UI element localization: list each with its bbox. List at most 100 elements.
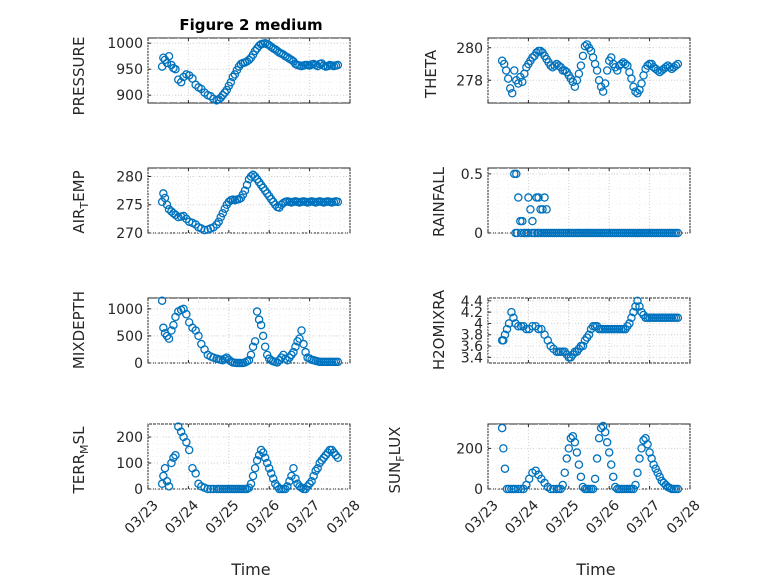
data-point (604, 448, 614, 457)
data-point (281, 484, 290, 494)
data-point (248, 471, 258, 481)
x-axis-label-right: Time (575, 560, 615, 579)
data-point (499, 336, 508, 345)
y-tick-label: 280 (456, 41, 483, 57)
data-point (167, 458, 176, 468)
y-tick-label: 0 (134, 482, 143, 498)
data-point (643, 440, 652, 449)
panel-pressure: 900 950 1000 PRESSURE (70, 36, 351, 115)
data-point (643, 61, 652, 70)
x-tick-label: 03/26 (243, 497, 283, 537)
data-point (327, 445, 337, 455)
data-point (289, 463, 298, 473)
data-point (159, 189, 168, 198)
x-tick-label: 03/23 (462, 497, 502, 537)
data-point (250, 46, 260, 56)
data-point (617, 59, 626, 69)
data-point (256, 445, 266, 455)
data-point (260, 453, 270, 463)
data-point (333, 197, 343, 207)
data-point (250, 463, 260, 473)
data-point (252, 456, 262, 465)
data-point (627, 74, 636, 83)
data-point (673, 484, 683, 494)
data-point (307, 476, 316, 486)
data-point (238, 190, 248, 199)
data-point (220, 88, 230, 97)
data-point (184, 445, 194, 455)
data-point (301, 484, 310, 494)
panel-theta: 278 280 THETA (422, 37, 691, 104)
data-point (625, 319, 634, 328)
data-point (321, 450, 331, 460)
data-point (526, 205, 535, 214)
data-point (216, 212, 225, 222)
data-point (512, 169, 521, 179)
data-point (313, 463, 322, 473)
y-tick-label: 200 (116, 430, 143, 446)
data-point (176, 427, 186, 437)
data-point (244, 55, 254, 65)
y-tick-label: 0 (134, 356, 143, 372)
y-tick-label: 950 (116, 62, 143, 78)
y-tick-label: 3.8 (461, 328, 483, 344)
data-point (673, 228, 683, 238)
data-point (505, 84, 515, 93)
panel-rainfall: 0 0.5 RAINFALL (430, 166, 691, 242)
x-tick-label: 03/27 (284, 497, 324, 537)
data-point (661, 63, 671, 72)
data-point (649, 460, 658, 469)
data-point (283, 482, 292, 491)
data-point (613, 66, 622, 75)
data-point (333, 60, 343, 70)
data-point (252, 307, 262, 316)
y-tick-label: 278 (456, 73, 483, 89)
data-point (297, 326, 306, 335)
data-point (507, 307, 516, 317)
y-tick-label: 0 (474, 226, 483, 242)
data-point (514, 322, 523, 331)
data-point (606, 460, 616, 469)
data-point (329, 448, 339, 457)
data-point (299, 339, 308, 349)
y-axis-label: THETA (422, 49, 440, 99)
data-point (218, 90, 227, 100)
y-tick-label: 3.4 (461, 350, 483, 366)
data-point (206, 91, 215, 101)
data-point (556, 484, 565, 494)
data-point (550, 61, 559, 70)
data-point (303, 482, 312, 491)
data-point (291, 342, 300, 351)
data-point (220, 204, 230, 213)
data-point (176, 77, 186, 87)
y-axis-label: TERRMSL (70, 426, 91, 495)
data-point (635, 302, 644, 311)
data-point (311, 466, 320, 476)
panel-mixdepth: 0 500 1000 MIXDEPTH (70, 291, 351, 372)
y-tick-label: 280 (116, 169, 143, 185)
data-point (631, 302, 640, 311)
data-point (246, 479, 256, 489)
y-axis-label: H2OMIXRA (430, 289, 448, 370)
data-point (511, 484, 520, 494)
data-point (295, 334, 304, 343)
data-point (504, 484, 514, 494)
y-tick-label: 1000 (107, 302, 143, 318)
data-point (171, 450, 180, 460)
panel-sun-flux: 03/23 03/24 03/25 03/26 03/27 03/28 0 200 SUNFL… (386, 421, 704, 537)
y-tick-label: 500 (116, 329, 143, 345)
data-point (592, 454, 602, 463)
data-point (258, 448, 268, 457)
data-point (164, 51, 174, 61)
data-point (169, 453, 178, 463)
y-tick-label: 275 (116, 198, 143, 214)
data-point (230, 70, 240, 79)
data-point (592, 66, 602, 75)
data-point (167, 326, 176, 335)
data-point (499, 444, 508, 453)
data-point (598, 87, 608, 96)
data-point (518, 216, 527, 226)
data-point (266, 469, 276, 478)
data-point (174, 75, 183, 84)
data-point (562, 454, 572, 463)
